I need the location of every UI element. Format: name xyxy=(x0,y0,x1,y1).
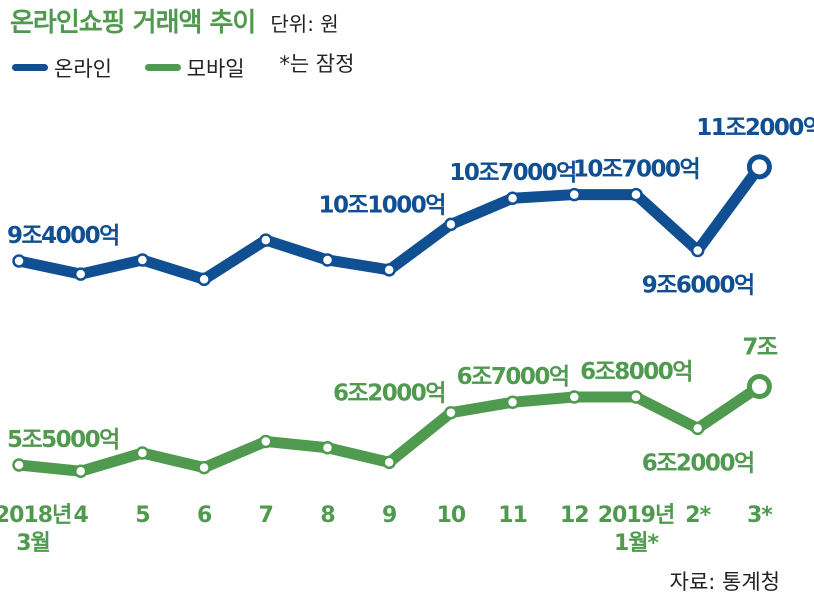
data-point-mobile-4 xyxy=(259,434,273,449)
data-label-mobile-7: 6조2000억 xyxy=(333,381,445,407)
data-point-online-3 xyxy=(197,272,211,287)
data-point-mobile-9 xyxy=(567,390,582,404)
unit-label: 단위: 원 xyxy=(270,12,339,36)
x-tick-label-7: 10 xyxy=(437,503,466,528)
data-label-mobile-0: 5조5000억 xyxy=(7,427,119,453)
data-label-mobile-10: 6조8000억 xyxy=(580,359,692,385)
source-note: 자료: 통계청 xyxy=(669,570,780,594)
data-point-mobile-0 xyxy=(12,458,26,472)
data-point-online-4 xyxy=(259,233,273,247)
data-label-online-8: 10조7000억 xyxy=(449,160,575,186)
legend-label-mobile: 모바일 xyxy=(186,56,245,81)
legend-label-online: 온라인 xyxy=(54,56,112,81)
data-point-online-1 xyxy=(73,267,88,281)
x-tick-label-3: 6 xyxy=(197,503,212,528)
chart-title: 온라인쇼핑 거래액 추이 xyxy=(10,8,256,38)
data-point-mobile-7 xyxy=(444,405,458,420)
data-point-mobile-5 xyxy=(320,440,335,455)
x-tick-label-8: 11 xyxy=(498,503,527,528)
x-tick-label-9: 12 xyxy=(560,503,589,528)
data-label-mobile-11: 6조2000억 xyxy=(642,450,754,476)
x-tick-label-5: 8 xyxy=(320,503,334,528)
data-point-online-0 xyxy=(12,254,26,268)
data-point-online-9 xyxy=(567,187,582,202)
data-label-mobile-12: 7조 xyxy=(742,335,778,361)
data-point-mobile-8 xyxy=(505,395,520,409)
x-tick-label-12: 3* xyxy=(747,503,773,528)
data-point-online-11 xyxy=(690,243,705,258)
data-label-online-0: 9조4000억 xyxy=(7,223,119,249)
data-point-mobile-2 xyxy=(135,446,150,460)
data-point-online-12 xyxy=(746,154,772,180)
data-label-online-12: 11조2000억 xyxy=(696,115,814,141)
legend-swatch-online xyxy=(12,64,48,71)
legend: 온라인 모바일 *는 잠정 xyxy=(12,48,354,83)
data-label-online-10: 10조7000억 xyxy=(573,157,699,183)
data-point-mobile-1 xyxy=(73,464,88,479)
data-point-online-6 xyxy=(382,263,396,277)
data-point-mobile-10 xyxy=(629,390,643,404)
data-point-online-8 xyxy=(505,191,520,205)
chart-header: 온라인쇼핑 거래액 추이 단위: 원 xyxy=(10,2,339,39)
data-point-mobile-6 xyxy=(382,455,396,470)
data-point-mobile-11 xyxy=(690,421,705,436)
data-label-mobile-8: 6조7000억 xyxy=(457,364,569,390)
x-tick-label-0: 2018년 3월 xyxy=(0,503,71,556)
x-tick-label-11: 2* xyxy=(685,503,711,528)
x-tick-label-1: 4 xyxy=(74,503,89,528)
x-tick-label-2: 5 xyxy=(135,503,149,528)
series-line-online xyxy=(13,161,765,285)
data-point-online-7 xyxy=(444,217,458,232)
data-point-online-10 xyxy=(629,187,643,202)
data-point-mobile-3 xyxy=(197,460,211,475)
x-tick-label-4: 7 xyxy=(259,503,273,528)
data-point-online-5 xyxy=(320,253,335,267)
data-label-online-11: 9조6000억 xyxy=(642,273,754,299)
legend-swatch-mobile xyxy=(144,64,181,71)
data-point-online-2 xyxy=(135,253,150,267)
data-point-mobile-12 xyxy=(746,374,772,400)
x-tick-label-6: 9 xyxy=(382,503,396,528)
x-tick-label-10: 2019년 1월* xyxy=(598,503,674,556)
legend-item-mobile: 모바일 xyxy=(144,53,245,83)
legend-note: *는 잠정 xyxy=(279,52,355,76)
legend-item-online: 온라인 xyxy=(12,53,112,83)
data-label-online-7: 10조1000억 xyxy=(319,192,445,218)
